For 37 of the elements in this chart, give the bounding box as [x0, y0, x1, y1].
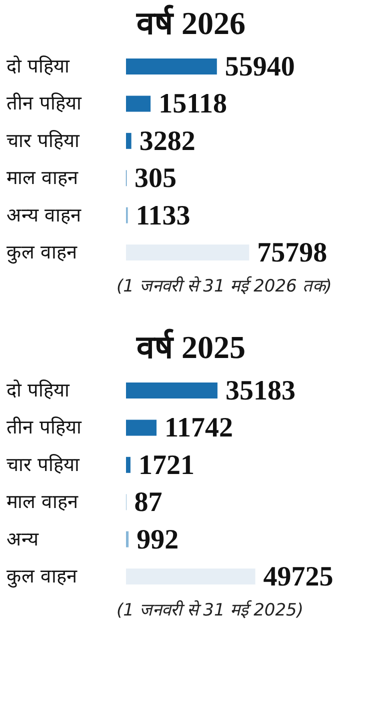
- y-tick-label: चार पहिया: [6, 128, 81, 152]
- data-label: 35183: [225, 376, 296, 407]
- y-tick-label: तीन पहिया: [6, 416, 83, 439]
- y-tick-label: चार पहिया: [6, 452, 81, 476]
- bar: [126, 456, 130, 473]
- y-tick-label: माल वाहन: [6, 491, 79, 514]
- y-tick-label: माल वाहन: [6, 167, 79, 190]
- bar: [126, 58, 217, 75]
- data-label: 992: [136, 524, 179, 556]
- chart-title: वर्ष 2025: [136, 328, 246, 365]
- bar: [126, 132, 132, 149]
- data-label: 3282: [139, 126, 196, 157]
- bar: [126, 96, 151, 112]
- data-label: 15118: [158, 88, 228, 120]
- data-label: 1133: [136, 200, 190, 232]
- chart-title: वर्ष 2026: [136, 4, 246, 41]
- text: (1 जनवरी से 31 मई 2026 तक): [116, 276, 332, 296]
- data-label: 11742: [164, 412, 233, 444]
- bar: [126, 531, 129, 548]
- y-tick-label: दो पहिया: [6, 378, 71, 402]
- data-label: 1721: [138, 450, 194, 481]
- data-label: 55940: [224, 52, 295, 83]
- data-label: 87: [134, 487, 162, 518]
- y-tick-label: तीन पहिया: [6, 92, 83, 115]
- y-tick-label: अन्य: [6, 528, 40, 550]
- y-tick-label: कुल वाहन: [6, 241, 78, 264]
- y-tick-label: दो पहिया: [6, 54, 71, 78]
- y-tick-label: अन्य वाहन: [6, 204, 82, 226]
- data-label: 75798: [257, 237, 328, 268]
- bar: [126, 568, 256, 584]
- y-tick-label: कुल वाहन: [6, 565, 78, 588]
- bar: [126, 244, 250, 260]
- text: (1 जनवरी से 31 मई 2025): [116, 600, 304, 620]
- bar: [126, 420, 157, 436]
- data-label: 49725: [263, 561, 334, 592]
- bar: [126, 382, 218, 399]
- data-label: 305: [134, 163, 176, 194]
